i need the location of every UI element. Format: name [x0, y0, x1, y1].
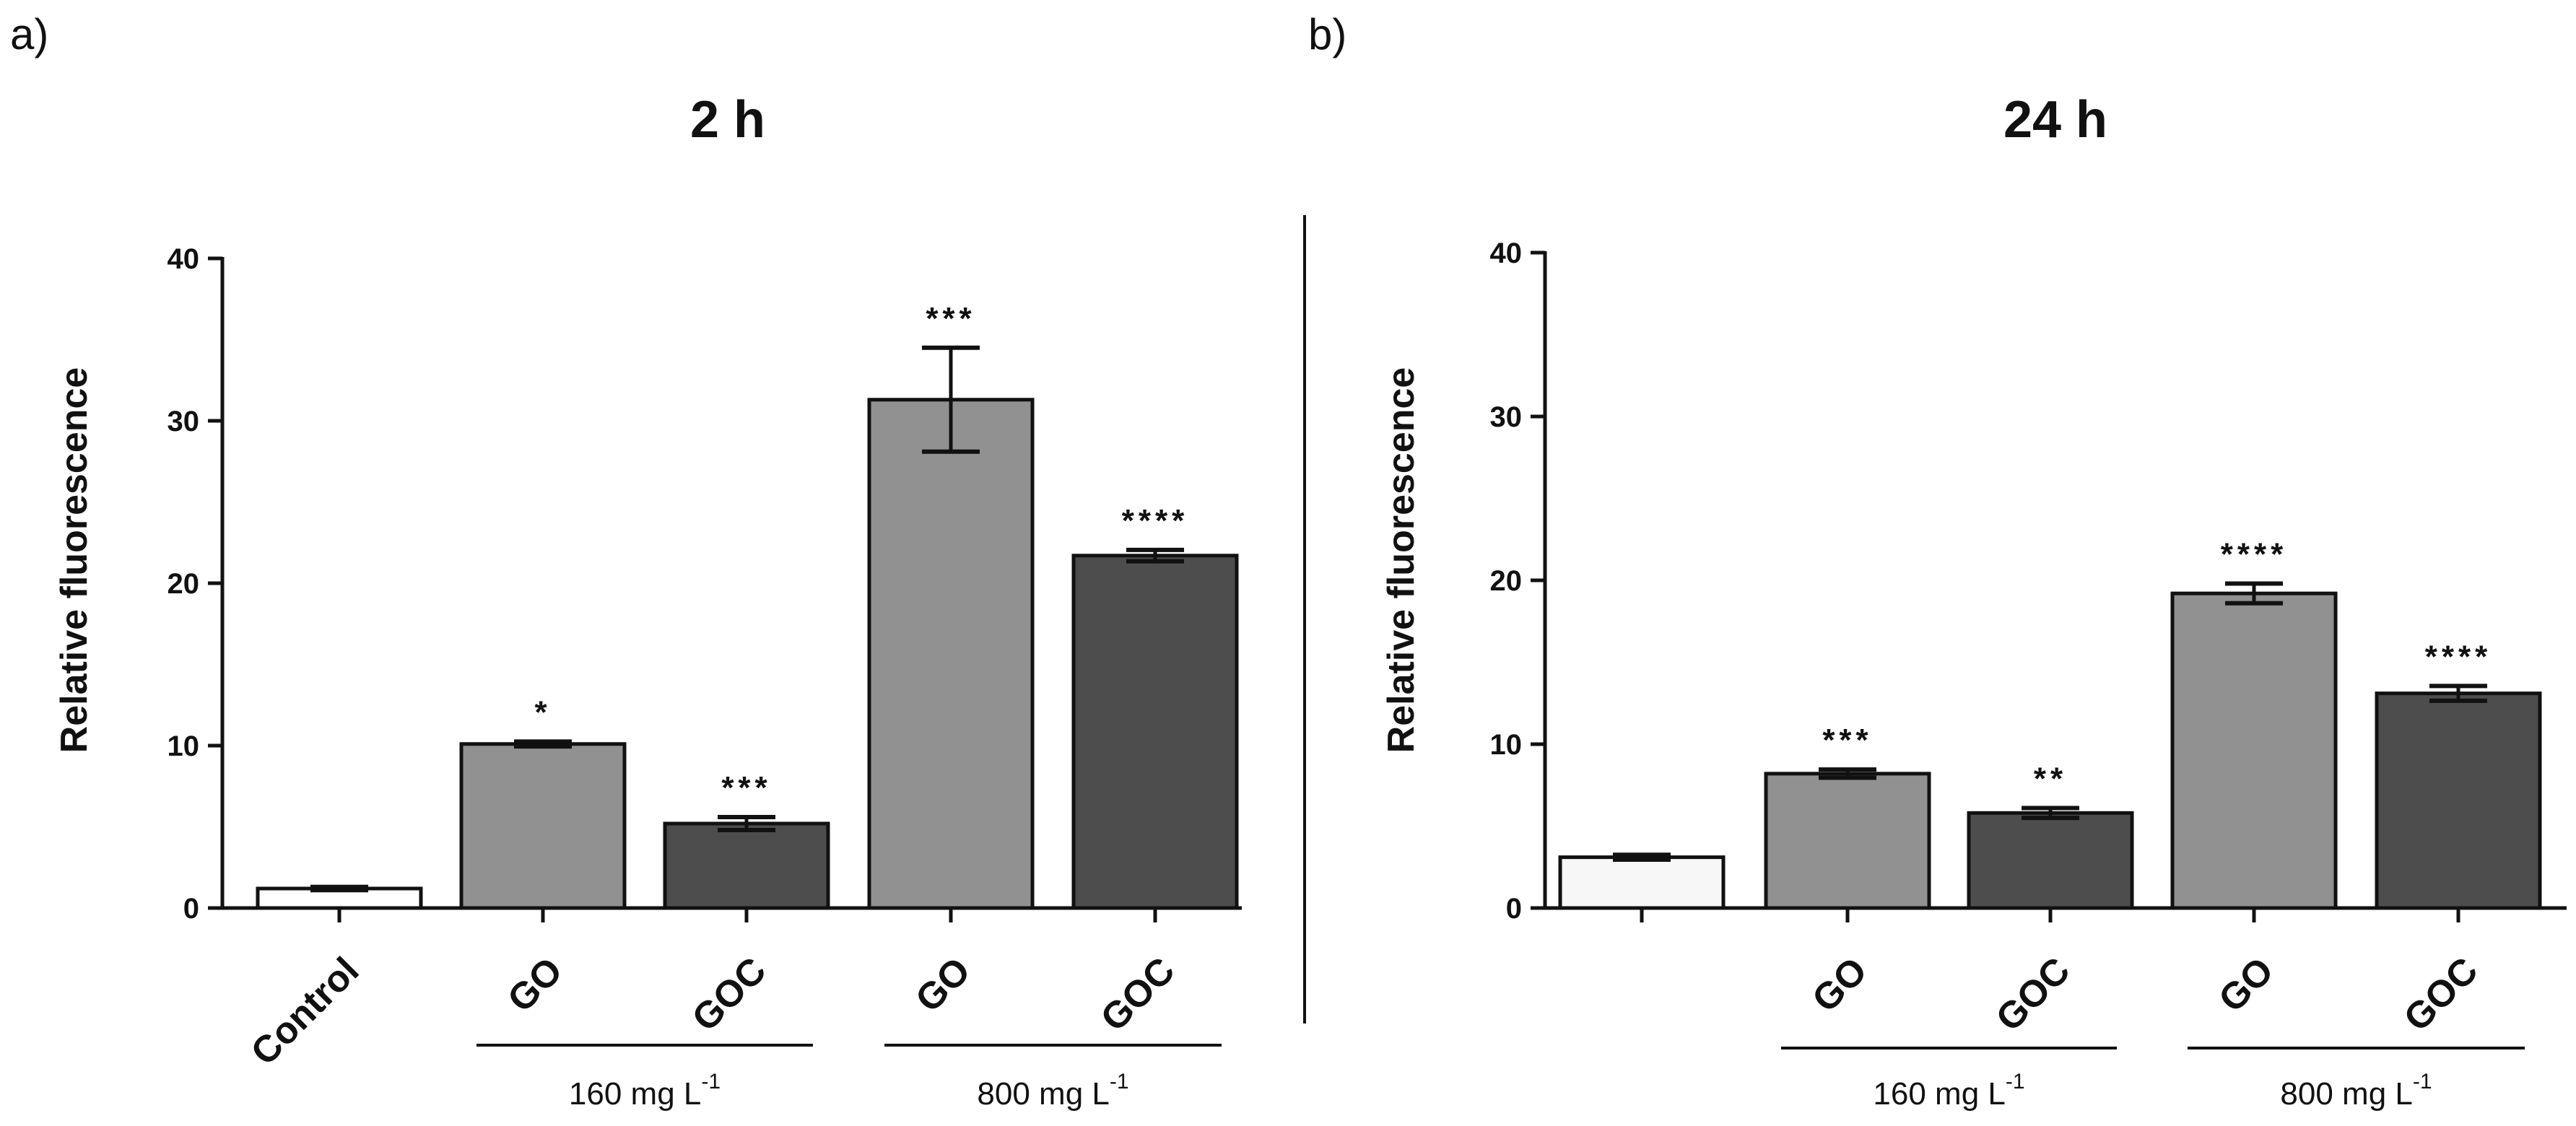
y-tick-label: 10 — [1490, 729, 1523, 761]
group-label: 160 mg L-1 — [1873, 1070, 2024, 1112]
y-tick-label: 0 — [183, 893, 199, 925]
significance-label: * — [534, 694, 551, 730]
x-tick-label: GO — [908, 949, 978, 1020]
x-tick-label: GOC — [1093, 949, 1183, 1039]
panel-label: a) — [10, 10, 48, 58]
y-axis-label: Relative fluorescence — [53, 367, 95, 754]
significance-label: **** — [1122, 503, 1189, 538]
bar — [663, 821, 830, 910]
significance-label: ** — [2034, 761, 2067, 797]
group-label: 800 mg L-1 — [977, 1070, 1128, 1112]
significance-label: **** — [2221, 537, 2288, 572]
bar — [459, 742, 627, 910]
y-tick-label: 30 — [1490, 401, 1523, 433]
bar — [1558, 855, 1726, 910]
y-tick-label: 40 — [167, 243, 200, 275]
significance-label: *** — [1822, 723, 1872, 758]
bar — [2375, 691, 2542, 910]
bar — [2170, 591, 2338, 910]
x-tick-label: Control — [243, 949, 367, 1073]
x-tick-label: GOC — [2396, 949, 2486, 1039]
group-label-text: 800 mg L — [2280, 1076, 2412, 1112]
group-label: 800 mg L-1 — [2280, 1070, 2432, 1112]
group-label-text: 160 mg L — [1873, 1076, 2005, 1112]
chart-title: 24 h — [2003, 91, 2107, 149]
panel-b: b) 24 h Relative fluorescence 0 10 20 30 40 *… — [1308, 10, 2567, 1112]
group-label-text: 160 mg L — [569, 1076, 701, 1112]
x-tick-label: GO — [500, 949, 570, 1020]
group-label-superscript: -1 — [2006, 1070, 2025, 1094]
y-tick-label: 10 — [167, 730, 200, 762]
y-tick-label: 30 — [167, 406, 200, 437]
y-tick-label: 20 — [1490, 565, 1523, 597]
panel-label: b) — [1308, 10, 1346, 58]
significance-label: *** — [721, 770, 771, 806]
bar — [1764, 772, 1931, 910]
panel-a: a) 2 h Relative fluorescence 0 10 20 30 40 Co… — [10, 10, 1242, 1112]
x-tick-label: GOC — [684, 949, 775, 1039]
y-tick-label: 40 — [1490, 237, 1523, 269]
x-tick-label: GO — [1804, 949, 1875, 1020]
group-label-superscript: -1 — [701, 1070, 721, 1094]
group-label-superscript: -1 — [1110, 1070, 1129, 1094]
x-tick-label: GOC — [1988, 949, 2079, 1039]
x-tick-label: GO — [2211, 949, 2281, 1020]
chart-title: 2 h — [690, 91, 765, 149]
y-axis-label: Relative fluorescence — [1380, 367, 1422, 754]
significance-label: *** — [926, 301, 975, 336]
group-label-text: 800 mg L — [977, 1076, 1109, 1112]
bar — [867, 398, 1035, 910]
y-tick-label: 20 — [167, 568, 200, 600]
significance-label: **** — [2425, 639, 2492, 674]
group-label-superscript: -1 — [2413, 1070, 2432, 1094]
y-tick-label: 0 — [1506, 893, 1522, 925]
group-label: 160 mg L-1 — [569, 1070, 721, 1112]
bar — [1967, 811, 2134, 910]
bar — [1071, 554, 1239, 910]
